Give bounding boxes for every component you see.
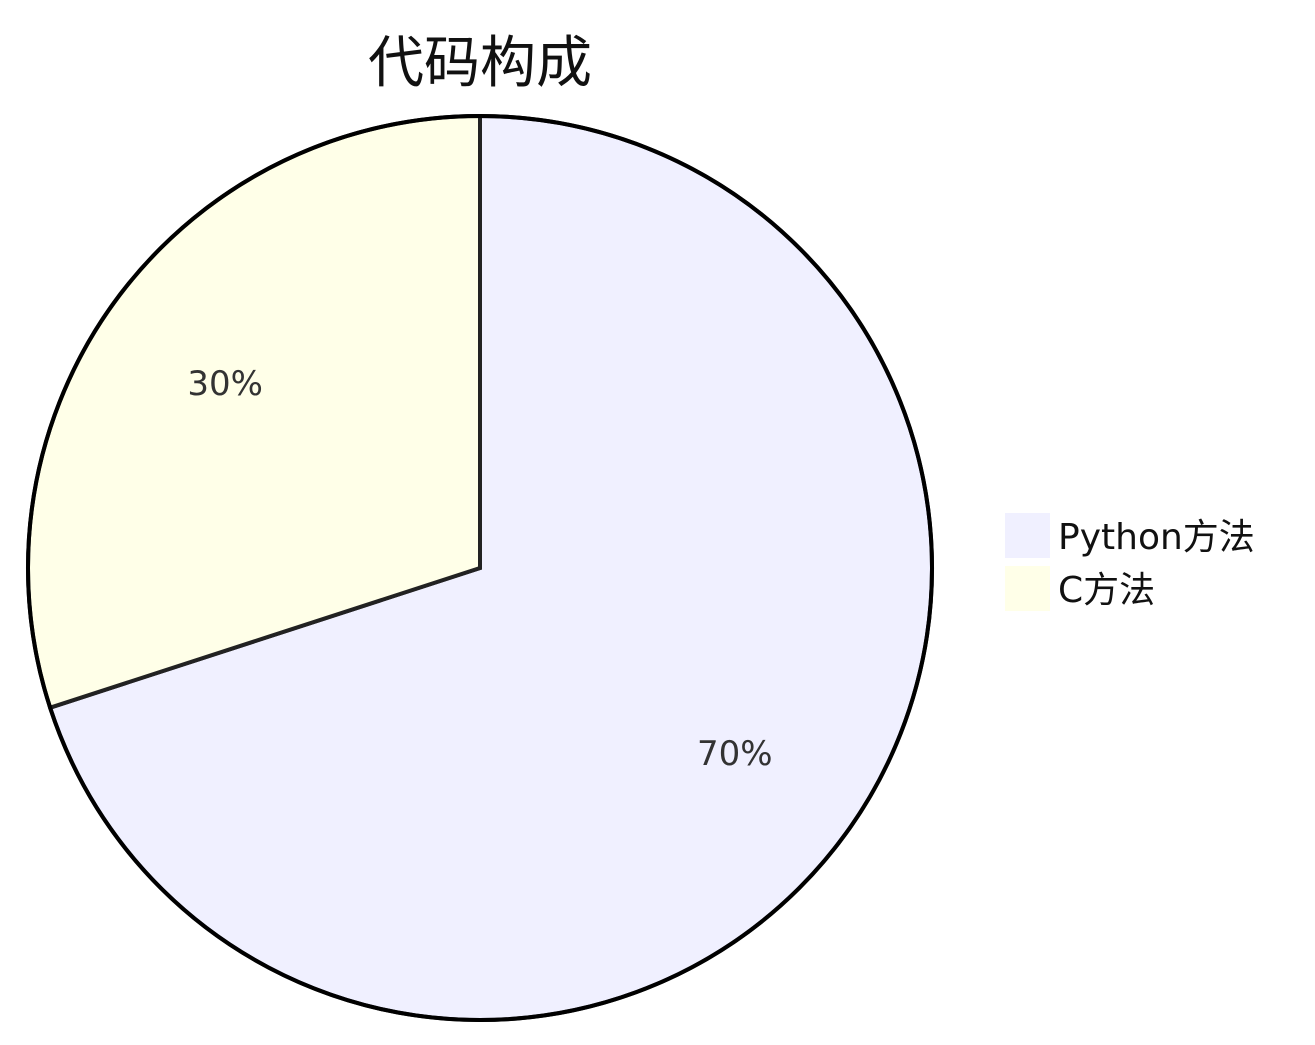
- pie-slice-label: 30%: [187, 364, 263, 404]
- legend-label: C方法: [1058, 570, 1155, 611]
- pie-outline: [26, 114, 934, 1022]
- pie-slices: [26, 113, 934, 1022]
- legend-swatch: [1005, 513, 1050, 558]
- legend-label: Python方法: [1058, 517, 1255, 558]
- pie-value-labels: 70% 30%: [187, 364, 772, 774]
- legend-swatch: [1005, 566, 1050, 611]
- legend: Python方法 C方法: [1005, 513, 1255, 611]
- pie-slice-label: 70%: [697, 734, 773, 774]
- chart-title: 代码构成: [368, 31, 592, 96]
